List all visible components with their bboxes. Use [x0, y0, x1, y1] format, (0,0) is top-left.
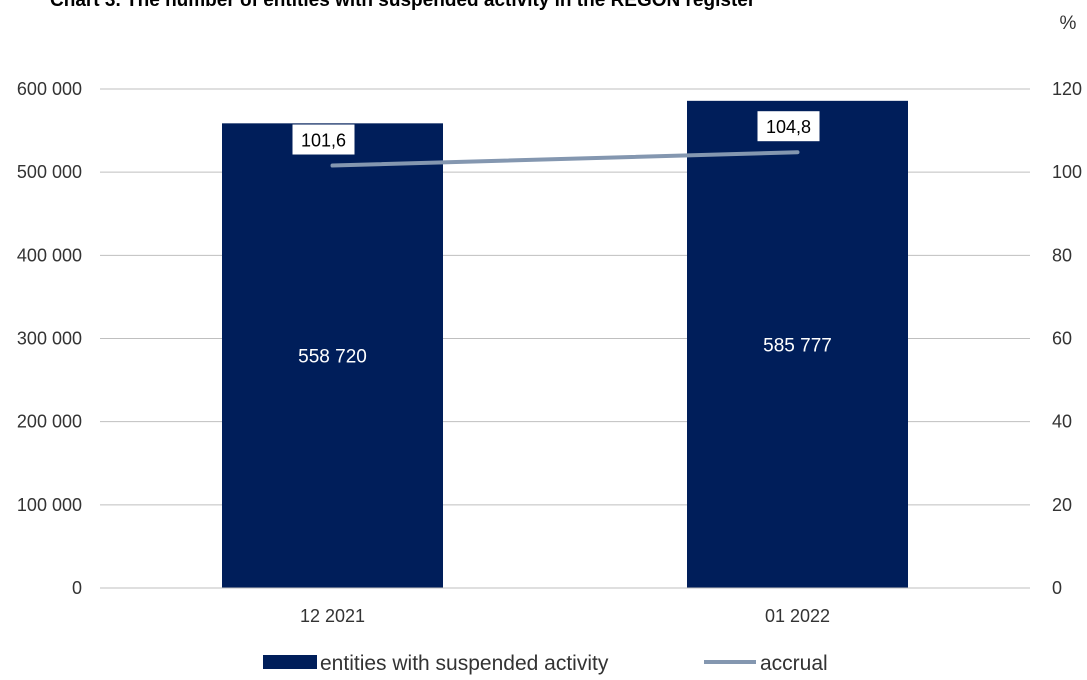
line-data-label: 104,8 — [766, 117, 811, 137]
accrual-line — [330, 150, 800, 168]
right-axis-tick-label: 60 — [1052, 329, 1072, 349]
legend-bar-swatch — [263, 655, 317, 669]
line-data-label: 101,6 — [301, 131, 346, 151]
chart-title: Chart 3. The number of entities with sus… — [50, 0, 756, 11]
left-axis-tick-label: 200 000 — [17, 412, 82, 432]
right-axis-tick-label: 20 — [1052, 495, 1072, 515]
bar — [687, 100, 908, 588]
x-axis-tick-label: 01 2022 — [765, 606, 830, 626]
left-axis-tick-label: 500 000 — [17, 162, 82, 182]
legend-label: entities with suspended activity — [320, 652, 609, 675]
x-axis-tick-label: 12 2021 — [300, 606, 365, 626]
right-axis-tick-label: 0 — [1052, 578, 1062, 598]
left-axis-tick-label: 600 000 — [17, 79, 82, 99]
line-series: 101,6 104,8 — [292, 111, 820, 168]
right-axis-tick-label: 100 — [1052, 162, 1082, 182]
bar-series: 558 720 585 777 — [222, 100, 908, 588]
line-data-label-box — [757, 111, 820, 142]
bar — [222, 123, 443, 588]
right-axis-unit: % — [1060, 13, 1077, 34]
bar-data-label: 585 777 — [763, 335, 832, 356]
right-axis: 0 20 40 60 80 100 120 — [1052, 79, 1082, 598]
legend: entities with suspended activity accrual — [263, 652, 828, 675]
left-axis-tick-label: 0 — [72, 578, 82, 598]
left-axis-tick-label: 100 000 — [17, 495, 82, 515]
bar-data-label: 558 720 — [298, 347, 367, 368]
right-axis-tick-label: 120 — [1052, 79, 1082, 99]
left-axis: 0 100 000 200 000 300 000 400 000 500 000 600 … — [17, 79, 82, 598]
x-axis: 12 2021 01 2022 — [100, 587, 1030, 626]
left-axis-tick-label: 300 000 — [17, 329, 82, 349]
legend-label: accrual — [760, 652, 828, 675]
right-axis-tick-label: 40 — [1052, 412, 1072, 432]
line-data-label-box — [292, 124, 355, 155]
right-axis-tick-label: 80 — [1052, 245, 1072, 265]
left-axis-tick-label: 400 000 — [17, 245, 82, 265]
